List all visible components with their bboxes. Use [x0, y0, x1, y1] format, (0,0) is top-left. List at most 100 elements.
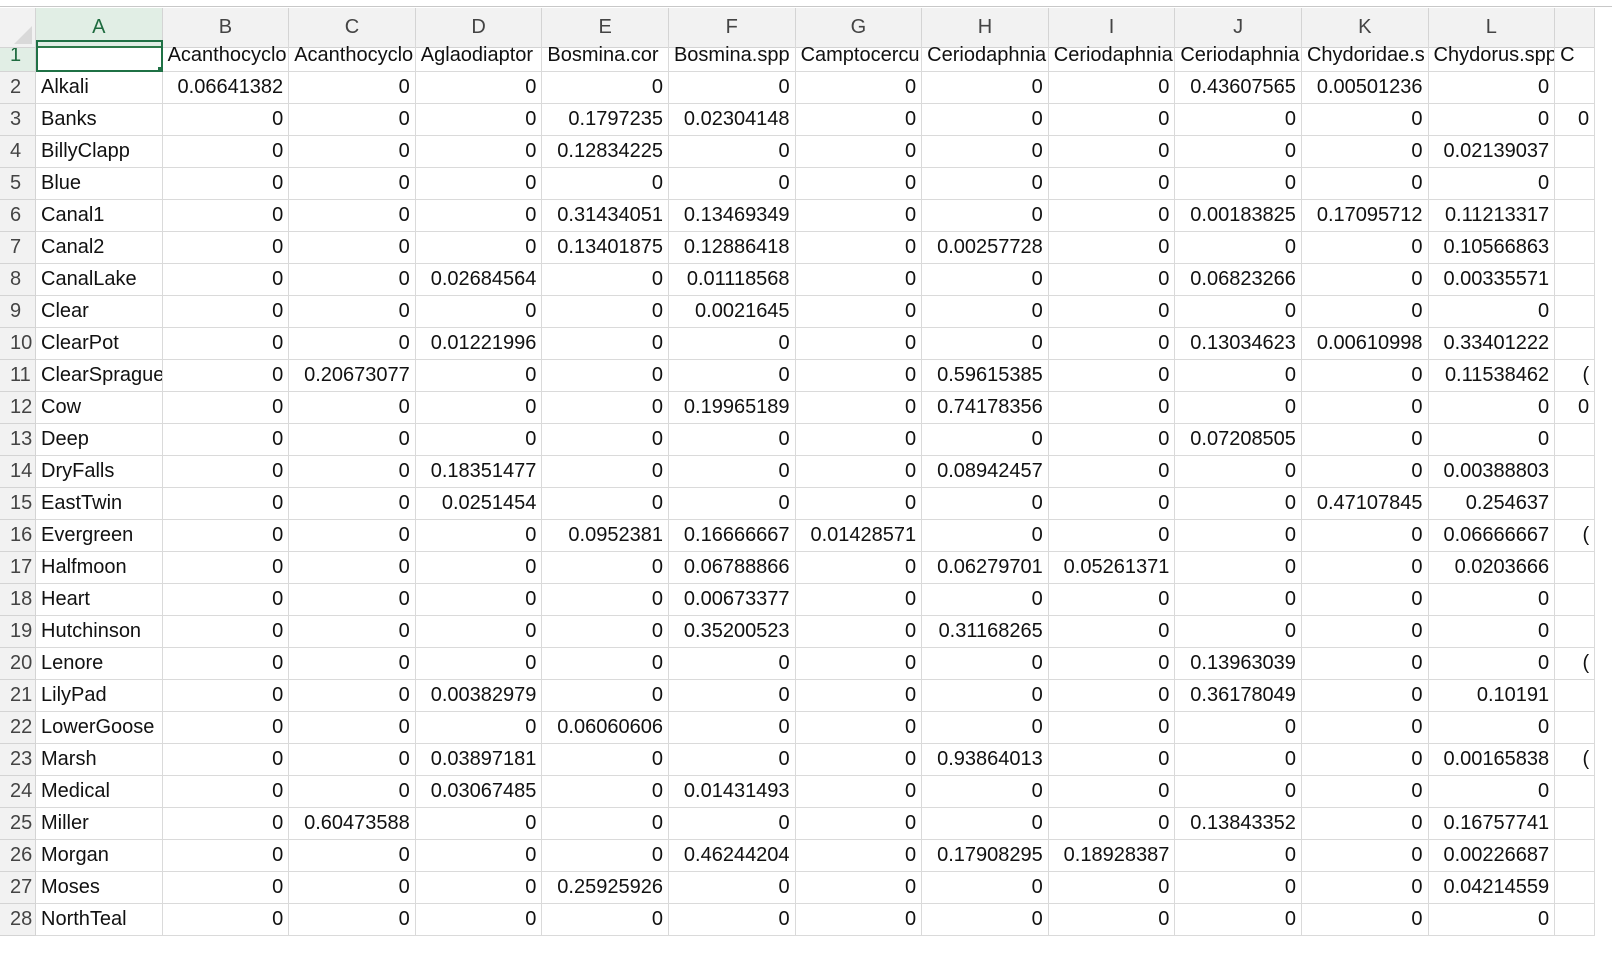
data-cell[interactable]: 0: [289, 136, 416, 168]
data-cell[interactable]: 0: [1428, 616, 1556, 648]
data-cell[interactable]: 0: [1048, 424, 1176, 456]
data-cell[interactable]: 0: [795, 392, 923, 424]
data-cell[interactable]: 0.02304148: [668, 104, 796, 136]
data-cell[interactable]: 0: [1301, 776, 1429, 808]
data-cell[interactable]: [1555, 904, 1596, 936]
data-cell[interactable]: 0: [922, 264, 1049, 296]
data-cell[interactable]: (: [1555, 520, 1596, 552]
column-header[interactable]: G: [795, 8, 923, 48]
data-cell[interactable]: 0.10191: [1428, 680, 1556, 712]
data-cell[interactable]: 0: [1301, 456, 1429, 488]
data-cell[interactable]: 0: [162, 264, 290, 296]
row-header[interactable]: 9: [0, 296, 36, 328]
data-cell[interactable]: 0: [795, 712, 923, 744]
data-cell[interactable]: 0: [289, 392, 416, 424]
data-cell[interactable]: 0: [542, 552, 669, 584]
data-cell[interactable]: 0.12886418: [668, 232, 796, 264]
data-cell[interactable]: 0: [162, 488, 290, 520]
data-cell[interactable]: 0: [162, 584, 290, 616]
row-label-cell[interactable]: Halfmoon: [36, 552, 163, 584]
data-cell[interactable]: 0.06641382: [162, 72, 290, 104]
data-cell[interactable]: [1555, 712, 1596, 744]
data-cell[interactable]: 0: [1301, 616, 1429, 648]
data-cell[interactable]: 0.19965189: [668, 392, 796, 424]
data-cell[interactable]: 0.01118568: [668, 264, 796, 296]
data-cell[interactable]: 0: [922, 488, 1049, 520]
data-cell[interactable]: 0.31434051: [542, 200, 669, 232]
data-cell[interactable]: 0: [1048, 168, 1176, 200]
data-cell[interactable]: 0: [1175, 104, 1302, 136]
data-cell[interactable]: [1555, 584, 1596, 616]
data-cell[interactable]: 0: [1301, 840, 1429, 872]
data-cell[interactable]: 0: [1301, 136, 1429, 168]
row-label-cell[interactable]: EastTwin: [36, 488, 163, 520]
data-cell[interactable]: 0: [922, 168, 1049, 200]
data-cell[interactable]: 0.00610998: [1301, 328, 1429, 360]
row-header[interactable]: 22: [0, 712, 36, 744]
data-cell[interactable]: [1555, 456, 1596, 488]
data-cell[interactable]: 0: [542, 296, 669, 328]
data-cell[interactable]: 0.60473588: [289, 808, 416, 840]
row-label-cell[interactable]: Banks: [36, 104, 163, 136]
data-cell[interactable]: 0.04214559: [1428, 872, 1556, 904]
data-cell[interactable]: 0: [289, 648, 416, 680]
data-cell[interactable]: 0: [162, 904, 290, 936]
data-cell[interactable]: 0.0251454: [415, 488, 543, 520]
data-cell[interactable]: 0.0952381: [542, 520, 669, 552]
data-cell[interactable]: 0: [415, 584, 543, 616]
data-cell[interactable]: 0.02684564: [415, 264, 543, 296]
row-label-cell[interactable]: Morgan: [36, 840, 163, 872]
data-cell[interactable]: 0: [795, 680, 923, 712]
row-header[interactable]: 7: [0, 232, 36, 264]
data-cell[interactable]: 0: [542, 904, 669, 936]
data-cell[interactable]: 0: [162, 648, 290, 680]
data-cell[interactable]: 0: [795, 616, 923, 648]
data-cell[interactable]: 0: [1175, 712, 1302, 744]
data-cell[interactable]: 0.00335571: [1428, 264, 1556, 296]
data-cell[interactable]: [1555, 200, 1596, 232]
data-cell[interactable]: 0: [542, 392, 669, 424]
data-cell[interactable]: 0: [1175, 776, 1302, 808]
header-cell[interactable]: Bosmina.spp: [668, 40, 796, 72]
data-cell[interactable]: 0.59615385: [922, 360, 1049, 392]
row-label-cell[interactable]: BillyClapp: [36, 136, 163, 168]
data-cell[interactable]: 0: [542, 680, 669, 712]
data-cell[interactable]: 0: [542, 744, 669, 776]
row-label-cell[interactable]: Heart: [36, 584, 163, 616]
data-cell[interactable]: 0.0203666: [1428, 552, 1556, 584]
data-cell[interactable]: 0: [922, 904, 1049, 936]
data-cell[interactable]: 0: [542, 648, 669, 680]
data-cell[interactable]: 0: [1175, 520, 1302, 552]
data-cell[interactable]: 0: [795, 168, 923, 200]
data-cell[interactable]: 0.20673077: [289, 360, 416, 392]
data-cell[interactable]: 0: [162, 136, 290, 168]
data-cell[interactable]: [1555, 296, 1596, 328]
data-cell[interactable]: 0: [1301, 360, 1429, 392]
data-cell[interactable]: 0.18928387: [1048, 840, 1176, 872]
row-label-cell[interactable]: LilyPad: [36, 680, 163, 712]
data-cell[interactable]: 0: [415, 648, 543, 680]
data-cell[interactable]: 0: [668, 328, 796, 360]
data-cell[interactable]: 0: [1428, 648, 1556, 680]
data-cell[interactable]: 0: [1175, 456, 1302, 488]
data-cell[interactable]: 0.01221996: [415, 328, 543, 360]
data-cell[interactable]: 0: [795, 328, 923, 360]
data-cell[interactable]: 0: [415, 296, 543, 328]
data-cell[interactable]: 0: [1175, 296, 1302, 328]
data-cell[interactable]: 0: [289, 744, 416, 776]
data-cell[interactable]: 0: [162, 104, 290, 136]
data-cell[interactable]: 0: [668, 456, 796, 488]
data-cell[interactable]: 0: [1301, 744, 1429, 776]
data-cell[interactable]: 0: [795, 584, 923, 616]
data-cell[interactable]: 0: [415, 200, 543, 232]
select-all-corner[interactable]: [0, 8, 36, 48]
data-cell[interactable]: 0: [1048, 328, 1176, 360]
data-cell[interactable]: 0.00257728: [922, 232, 1049, 264]
data-cell[interactable]: 0: [1048, 648, 1176, 680]
row-header[interactable]: 14: [0, 456, 36, 488]
data-cell[interactable]: [1555, 616, 1596, 648]
data-cell[interactable]: 0: [162, 200, 290, 232]
data-cell[interactable]: 0: [162, 552, 290, 584]
data-cell[interactable]: 0: [415, 232, 543, 264]
data-cell[interactable]: 0.25925926: [542, 872, 669, 904]
